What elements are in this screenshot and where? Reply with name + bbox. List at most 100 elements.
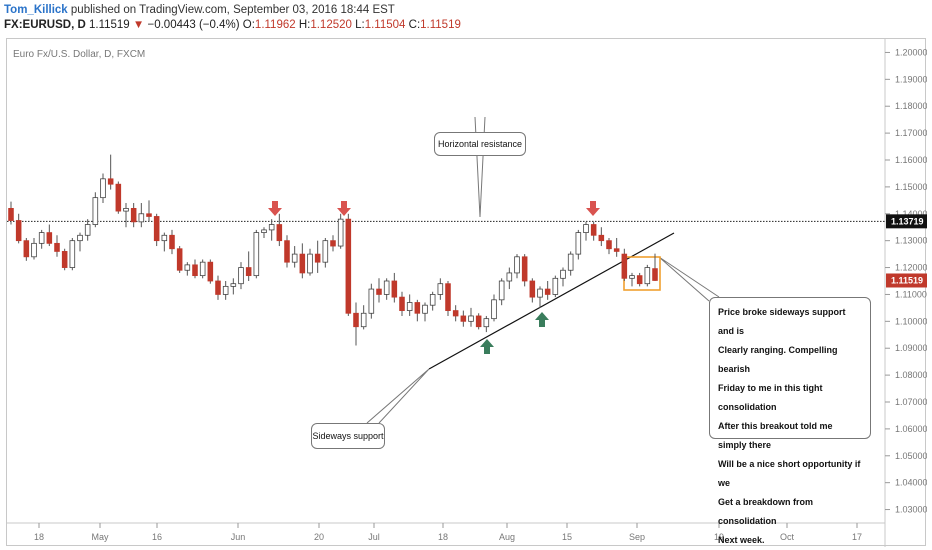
candle-down xyxy=(590,224,597,236)
price-chart[interactable]: Euro Fx/U.S. Dollar, D, FXCM 1.20000 1.19… xyxy=(7,39,927,547)
author-link[interactable]: Tom_Killick xyxy=(4,4,68,16)
price-tick-label: 1.03000 xyxy=(895,505,927,515)
price-tick-label: 1.11000 xyxy=(895,289,927,299)
candle-down xyxy=(399,296,405,311)
candle-down xyxy=(621,253,628,279)
down-triangle-icon: ▼ xyxy=(132,19,145,31)
candle-down xyxy=(153,216,160,242)
candle-down xyxy=(314,253,321,263)
candle-down xyxy=(636,275,643,285)
candle-up xyxy=(437,283,444,295)
price-tick-label: 1.20000 xyxy=(895,47,927,57)
candle-down xyxy=(521,256,528,282)
price-tick-label: 1.14000 xyxy=(895,209,927,219)
candle-down xyxy=(61,251,68,268)
sideways-support-trendline xyxy=(428,232,675,370)
chart-title: Euro Fx/U.S. Dollar, D, FXCM xyxy=(13,49,145,60)
candle-up xyxy=(69,240,76,268)
support-callout-pointer xyxy=(366,368,430,424)
note-callout-pointer xyxy=(658,256,720,302)
time-tick-label: 20 xyxy=(314,532,324,542)
published-text: published on TradingView.com, September … xyxy=(70,4,395,16)
candle-up xyxy=(360,312,367,328)
time-tick-label: Sep xyxy=(629,532,645,542)
time-tick-label: 19 xyxy=(714,532,724,542)
candle-up xyxy=(429,294,436,306)
time-tick-label: Jul xyxy=(368,532,380,542)
candle-down xyxy=(606,240,612,250)
resistance-price-label-bg xyxy=(886,214,927,229)
candle-up xyxy=(506,272,513,282)
candle-up xyxy=(261,229,267,234)
note-line: Friday to me in this tight consolidation xyxy=(718,383,823,412)
candle-down xyxy=(23,240,30,258)
candle-down xyxy=(391,280,398,298)
candle-down xyxy=(207,261,214,282)
arrow-down-icon xyxy=(268,201,282,216)
candle-up xyxy=(322,240,329,263)
candle-up xyxy=(337,218,344,247)
price-axis: 1.20000 1.19000 1.18000 1.17000 1.16000 1.150… xyxy=(885,47,927,515)
note-line: Price broke sideways support and is xyxy=(718,307,846,336)
markers xyxy=(268,201,600,354)
candle-up xyxy=(268,224,275,231)
price-labels: 1.13719 1.11519 xyxy=(886,214,927,288)
candle-up xyxy=(560,269,566,279)
candle-up xyxy=(583,224,589,234)
high-label: H: xyxy=(298,19,311,31)
candle-up xyxy=(406,302,413,311)
candle-down xyxy=(475,315,482,328)
candle-down xyxy=(414,302,421,314)
candle-down xyxy=(299,253,306,274)
time-tick-label: Jun xyxy=(231,532,246,542)
candles xyxy=(8,154,658,346)
candle-down xyxy=(330,240,336,247)
candle-up xyxy=(383,280,390,295)
candle-up xyxy=(161,234,168,242)
annotation-text: Sideways support xyxy=(312,431,384,441)
published-line: Tom_Killick published on TradingView.com… xyxy=(4,4,395,16)
candle-up xyxy=(291,253,298,263)
candle-down xyxy=(169,234,175,250)
candle-down xyxy=(46,232,53,244)
candle-down xyxy=(130,207,137,223)
candle-down xyxy=(115,183,122,212)
price-tick-label: 1.18000 xyxy=(895,101,927,111)
candle-up xyxy=(238,267,244,285)
candle-down xyxy=(215,280,221,295)
candle-down xyxy=(613,248,620,252)
note-line: Get a breakdown from consolidation xyxy=(718,497,814,526)
candle-down xyxy=(245,267,252,277)
ohlc-bar: FX:EURUSD, D 1.11519 ▼ −0.00443 (−0.4%) … xyxy=(4,19,461,31)
price-tick-label: 1.12000 xyxy=(895,263,927,273)
candle-down xyxy=(460,315,467,322)
price-tick-label: 1.04000 xyxy=(895,478,927,488)
arrow-down-icon xyxy=(337,201,351,216)
candle-up xyxy=(483,318,490,328)
note-line: Will be a nice short opportunity if we xyxy=(718,459,861,488)
close-value: 1.11519 xyxy=(420,19,461,31)
annotation-trade-idea[interactable]: Price broke sideways support and is Clea… xyxy=(709,297,871,545)
candle-up xyxy=(468,315,474,322)
candle-up xyxy=(230,283,237,287)
low-label: L: xyxy=(355,19,365,31)
chart-panel[interactable]: Euro Fx/U.S. Dollar, D, FXCM 1.20000 1.19… xyxy=(6,38,927,547)
time-tick-label: May xyxy=(91,532,109,542)
price-tick-label: 1.09000 xyxy=(895,343,927,353)
candle-down xyxy=(353,312,359,328)
candle-up xyxy=(184,264,191,271)
candle-up xyxy=(567,253,574,271)
candle-down xyxy=(529,280,536,298)
candle-up xyxy=(222,285,229,295)
time-tick-label: Aug xyxy=(499,532,515,542)
candle-down xyxy=(176,248,183,271)
annotation-horizontal-resistance[interactable]: Horizontal resistance xyxy=(434,132,526,156)
annotation-sideways-support[interactable]: Sideways support xyxy=(311,423,385,449)
candle-up xyxy=(92,197,99,225)
candle-up xyxy=(38,232,45,244)
candle-down xyxy=(284,240,290,263)
candle-up xyxy=(138,213,145,223)
candle-up xyxy=(307,253,313,274)
last-price: 1.11519 xyxy=(88,19,130,31)
candle-up xyxy=(100,178,106,199)
